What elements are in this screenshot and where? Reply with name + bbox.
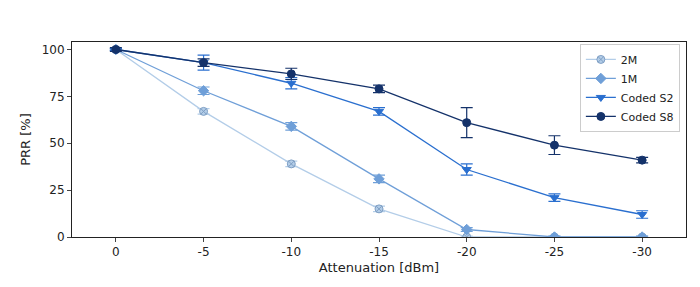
svg-text:-25: -25 [545,245,565,259]
svg-text:-15: -15 [369,245,389,259]
svg-text:-30: -30 [632,245,652,259]
svg-text:PRR [%]: PRR [%] [18,113,33,166]
svg-text:0: 0 [57,230,65,244]
svg-text:Attenuation [dBm]: Attenuation [dBm] [319,260,439,275]
svg-text:1M: 1M [621,73,638,86]
svg-text:50: 50 [49,136,64,150]
svg-text:Coded S2: Coded S2 [621,92,674,105]
svg-text:-20: -20 [457,245,477,259]
svg-text:-10: -10 [281,245,301,259]
svg-text:25: 25 [49,183,64,197]
svg-text:-5: -5 [198,245,210,259]
svg-text:100: 100 [42,43,65,57]
svg-text:0: 0 [112,245,120,259]
svg-text:Coded S8: Coded S8 [621,111,674,124]
svg-text:2M: 2M [621,54,638,67]
svg-text:75: 75 [49,90,64,104]
